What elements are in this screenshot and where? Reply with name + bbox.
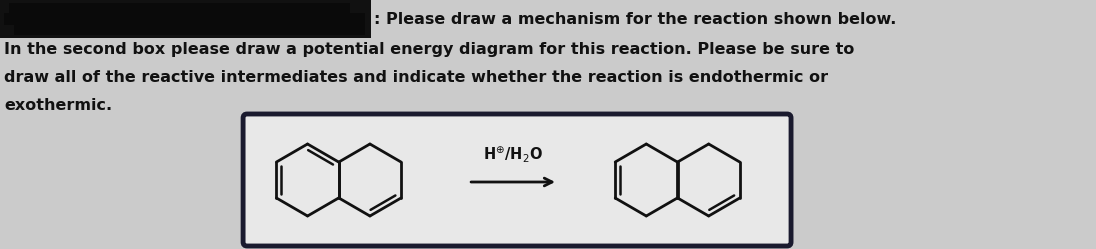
FancyBboxPatch shape — [0, 0, 370, 38]
Text: draw all of the reactive intermediates and indicate whether the reaction is endo: draw all of the reactive intermediates a… — [4, 70, 829, 85]
Text: H$^{\oplus}$/H$_2$O: H$^{\oplus}$/H$_2$O — [483, 144, 543, 164]
FancyBboxPatch shape — [9, 3, 350, 17]
Text: : Please draw a mechanism for the reaction shown below.: : Please draw a mechanism for the reacti… — [374, 12, 897, 27]
FancyBboxPatch shape — [4, 13, 365, 25]
Text: exothermic.: exothermic. — [4, 98, 112, 113]
Text: In the second box please draw a potential energy diagram for this reaction. Plea: In the second box please draw a potentia… — [4, 42, 855, 57]
FancyBboxPatch shape — [243, 114, 791, 246]
FancyBboxPatch shape — [14, 21, 365, 35]
